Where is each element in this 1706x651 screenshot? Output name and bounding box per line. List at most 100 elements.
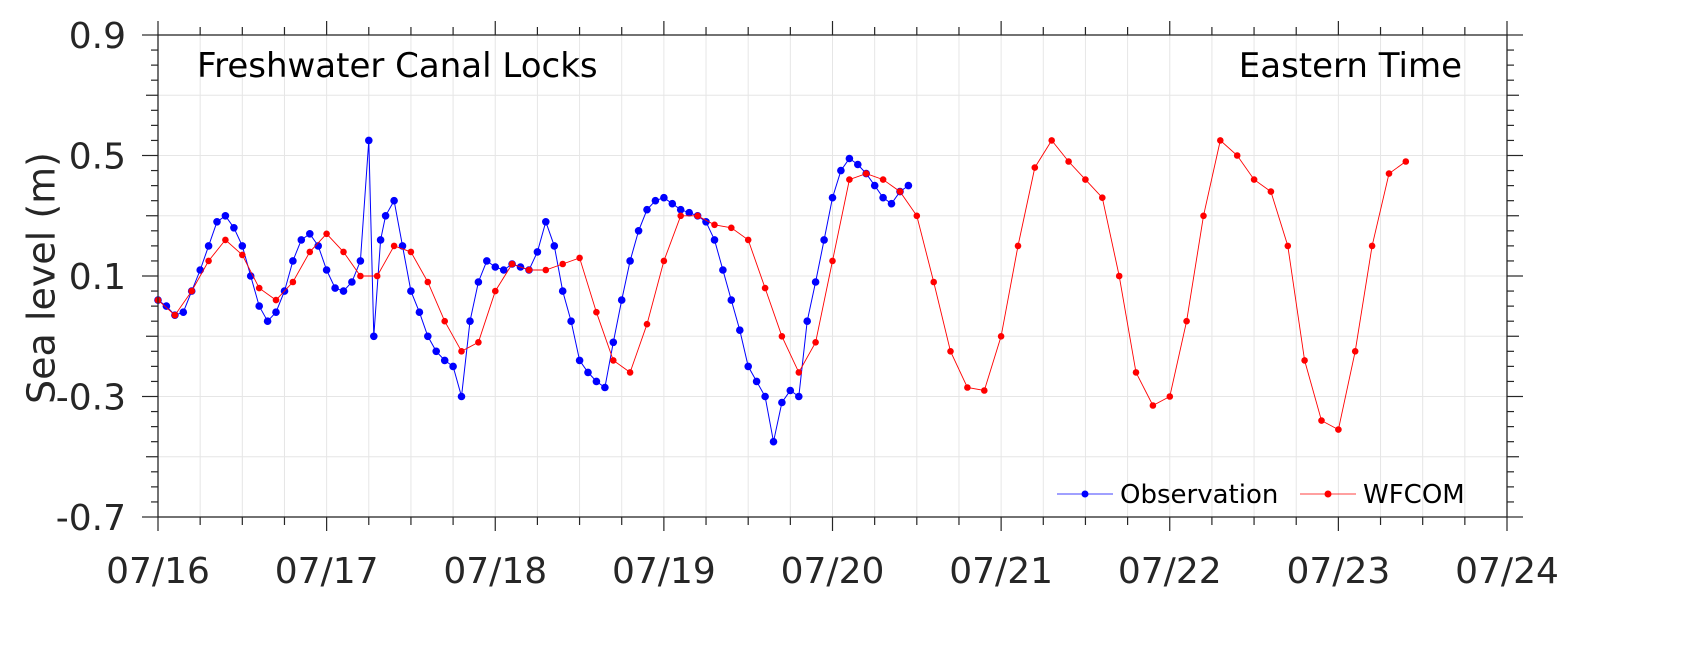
data-point-observation (558, 287, 567, 295)
data-point-wfcom (272, 296, 280, 304)
data-point-observation (778, 398, 786, 407)
data-point-wfcom (711, 221, 718, 229)
data-point-observation (213, 218, 221, 226)
data-point-wfcom (829, 257, 836, 265)
data-point-wfcom (441, 317, 449, 325)
legend-item-observation: Observation (1057, 480, 1278, 510)
data-point-observation (415, 308, 424, 317)
data-point-observation (651, 196, 660, 205)
series-layer (154, 136, 1410, 446)
data-point-wfcom (239, 251, 246, 259)
data-point-observation (811, 278, 820, 286)
data-point-wfcom (862, 170, 870, 177)
data-point-observation (710, 236, 719, 244)
data-point-wfcom (542, 266, 550, 274)
data-point-wfcom (1267, 188, 1275, 195)
data-point-observation (449, 362, 457, 371)
tick-labels: 07/16 07/17 07/18 07/19 07/20 07/21 07/22 07/23… (56, 16, 1559, 592)
plot-frame (157, 34, 1508, 518)
data-point-observation (887, 199, 896, 208)
x-tick-label: 07/23 (1287, 551, 1391, 592)
data-point-observation (845, 154, 854, 163)
data-point-wfcom (1301, 357, 1308, 364)
y-tick-label: 0.5 (69, 137, 126, 178)
grid-lines (158, 35, 1507, 517)
data-point-wfcom (1099, 194, 1106, 201)
data-point-wfcom (323, 230, 330, 238)
legend-item-wfcom: WFCOM (1300, 480, 1465, 510)
data-point-observation (634, 227, 643, 235)
data-point-wfcom (879, 176, 887, 183)
data-point-wfcom (1166, 393, 1174, 400)
data-point-wfcom (694, 212, 701, 220)
data-point-observation (575, 356, 584, 365)
data-point-observation (424, 332, 432, 341)
data-point-wfcom (390, 242, 398, 250)
data-point-wfcom (744, 236, 752, 244)
x-tick-label: 07/17 (275, 551, 379, 592)
data-point-observation (820, 236, 828, 244)
data-point-observation (870, 181, 879, 190)
data-point-observation (617, 296, 626, 304)
data-point-observation (668, 199, 677, 208)
data-point-observation (230, 224, 238, 232)
data-point-observation (828, 193, 837, 202)
legend: Observation WFCOM (1057, 480, 1465, 510)
minor-ticks (142, 21, 1523, 531)
data-point-observation (365, 136, 373, 145)
data-point-observation (376, 236, 385, 244)
data-point-observation (491, 263, 500, 271)
series-wfcom (154, 137, 1410, 433)
data-point-observation (466, 317, 474, 326)
data-point-wfcom (1217, 137, 1224, 144)
data-point-wfcom (761, 284, 769, 292)
data-point-observation (348, 278, 356, 286)
data-point-wfcom (677, 212, 684, 220)
data-point-observation (457, 392, 466, 401)
data-point-observation (643, 205, 651, 214)
data-point-observation (542, 218, 550, 226)
y-tick-label: 0.1 (69, 257, 126, 298)
data-point-observation (761, 392, 769, 401)
data-point-wfcom (593, 308, 600, 316)
timezone-annotation: Eastern Time (1239, 46, 1462, 86)
data-point-wfcom (778, 333, 786, 340)
data-point-wfcom (913, 212, 921, 220)
data-point-observation (567, 317, 575, 326)
data-point-observation (719, 266, 727, 274)
data-point-observation (440, 356, 449, 365)
data-point-wfcom (171, 311, 179, 319)
data-point-observation (255, 302, 263, 310)
data-point-wfcom (1082, 176, 1089, 183)
legend-marker-wfcom (1324, 490, 1332, 498)
x-tick-label: 07/24 (1455, 551, 1559, 592)
data-point-wfcom (340, 248, 347, 256)
x-tick-label: 07/18 (443, 551, 547, 592)
data-point-observation (854, 160, 862, 169)
data-point-wfcom (407, 248, 415, 256)
data-point-observation (744, 362, 752, 371)
y-tick-label: 0.9 (69, 16, 126, 57)
data-point-observation (432, 347, 441, 356)
data-point-observation (322, 266, 331, 274)
data-point-wfcom (205, 257, 212, 265)
data-point-wfcom (1402, 158, 1410, 165)
data-point-wfcom (492, 287, 499, 295)
data-point-wfcom (1335, 426, 1342, 433)
data-point-wfcom (930, 278, 937, 286)
data-point-wfcom (981, 387, 988, 394)
data-point-observation (803, 317, 811, 326)
data-point-observation (550, 242, 559, 250)
data-point-wfcom (896, 188, 904, 195)
data-point-observation (356, 257, 365, 265)
data-point-observation (204, 242, 213, 250)
data-point-observation (263, 317, 272, 326)
data-point-wfcom (1250, 176, 1258, 183)
data-point-observation (702, 218, 710, 226)
data-point-observation (314, 242, 323, 250)
data-point-observation (162, 302, 171, 310)
data-point-wfcom (475, 339, 482, 346)
data-point-observation (196, 266, 204, 274)
data-point-wfcom (947, 348, 954, 355)
data-point-wfcom (997, 333, 1005, 340)
